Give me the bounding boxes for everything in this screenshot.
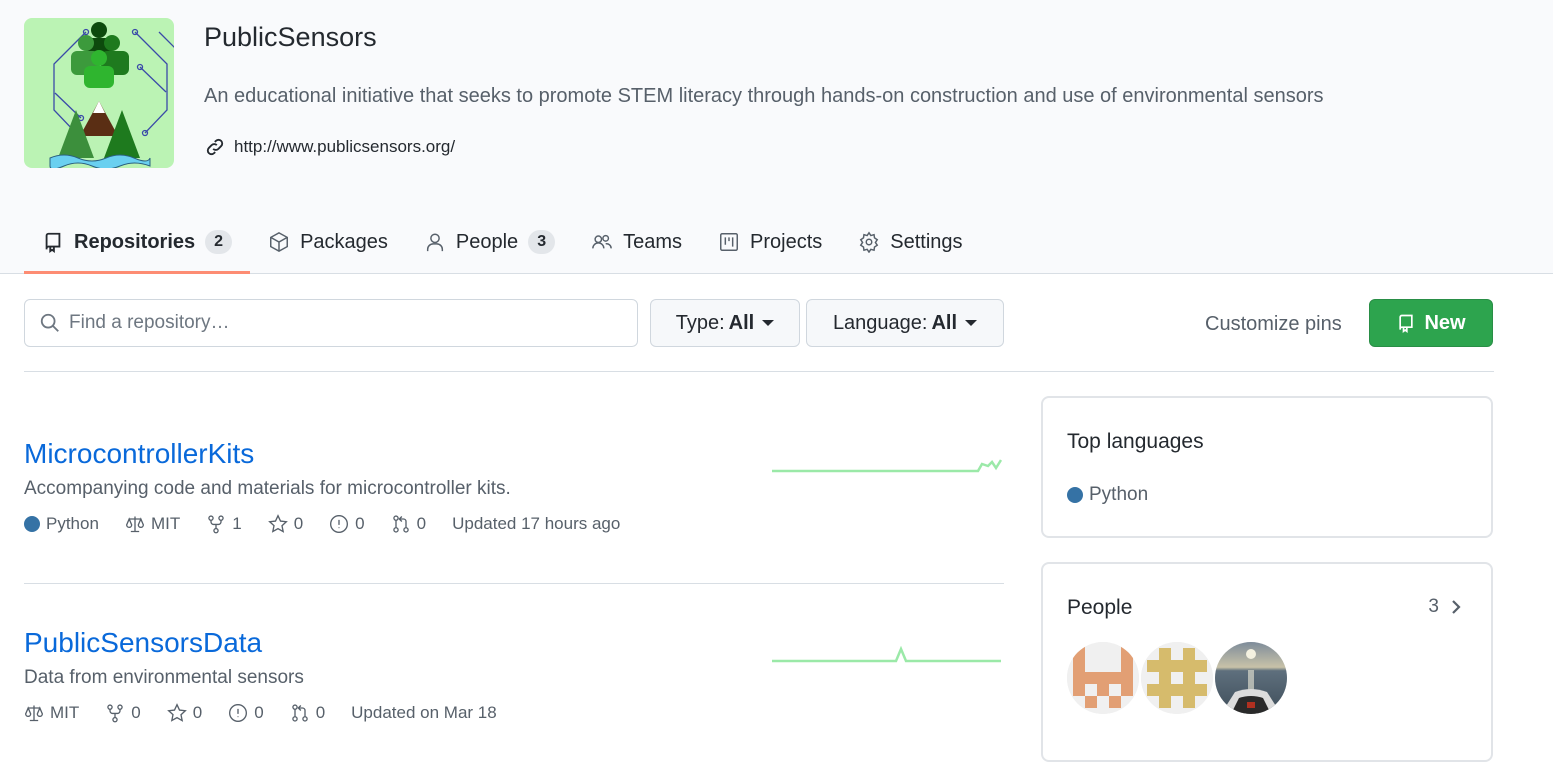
caret-down-icon (965, 320, 978, 326)
repo-icon (1399, 314, 1414, 333)
fork-icon (107, 704, 124, 723)
repo-license: MIT (125, 514, 180, 534)
repo-description: Data from environmental sensors (24, 667, 304, 688)
top-languages-title: Top languages (1067, 430, 1204, 453)
package-icon (270, 231, 289, 253)
new-label: New (1424, 311, 1466, 334)
tab-label: People (455, 230, 519, 253)
issue-icon (330, 515, 349, 533)
repo-pull-requests[interactable]: 0 (391, 514, 426, 534)
link-icon (206, 138, 224, 156)
repo-item: MicrocontrollerKits Accompanying code an… (24, 438, 620, 534)
language-color-dot (24, 516, 40, 532)
repo-item: PublicSensorsData Data from environmenta… (24, 627, 497, 723)
people-box: People 3 (1041, 562, 1493, 762)
org-tabs: Repositories 2 Packages People 3 Teams P… (24, 210, 981, 274)
caret-down-icon (762, 320, 775, 326)
repo-search[interactable] (24, 299, 638, 347)
org-description: An educational initiative that seeks to … (204, 85, 1324, 107)
pull-request-icon (291, 704, 308, 722)
repo-language: Python (24, 514, 99, 534)
sparkline-line (772, 645, 1001, 663)
org-name: PublicSensors (204, 22, 377, 52)
tab-packages[interactable]: Packages (250, 210, 406, 274)
repo-updated: Updated 17 hours ago (452, 514, 621, 533)
star-icon (267, 514, 288, 533)
tab-label: Packages (300, 230, 388, 253)
tab-repositories[interactable]: Repositories 2 (24, 210, 251, 274)
repo-description: Accompanying code and materials for micr… (24, 478, 511, 499)
pull-request-icon (392, 515, 409, 533)
type-value: All (728, 311, 755, 334)
tab-settings[interactable]: Settings (840, 210, 980, 274)
repo-updated: Updated on Mar 18 (351, 703, 497, 722)
repo-forks[interactable]: 0 (105, 703, 141, 723)
language-item[interactable]: Python (1067, 484, 1467, 506)
org-url[interactable]: http://www.publicsensors.org/ (204, 136, 455, 158)
people-count-link[interactable]: 3 (1428, 596, 1463, 618)
star-icon (166, 703, 187, 722)
sparkline-line (772, 459, 1002, 473)
people-count: 3 (1428, 596, 1439, 617)
divider (24, 371, 1494, 372)
type-label: Type: (675, 311, 725, 334)
tab-people[interactable]: People 3 (406, 210, 573, 274)
new-repo-button[interactable]: New (1369, 299, 1493, 347)
tab-label: Repositories (74, 230, 196, 253)
repo-stars[interactable]: 0 (267, 514, 303, 534)
activity-sparkline (772, 645, 1001, 663)
language-value: All (931, 311, 958, 334)
repo-issues[interactable]: 0 (329, 514, 365, 534)
search-input[interactable] (69, 312, 609, 334)
law-icon (24, 705, 44, 722)
people-count-badge: 3 (528, 230, 556, 254)
issue-icon (229, 704, 248, 722)
repo-issues[interactable]: 0 (228, 703, 264, 723)
repo-name-link[interactable]: MicrocontrollerKits (24, 438, 255, 469)
language-color-dot (1067, 487, 1083, 503)
search-icon (40, 313, 59, 332)
divider (24, 583, 1004, 584)
top-languages-box: Top languages Python (1041, 396, 1493, 538)
customize-pins-link[interactable]: Customize pins (1205, 313, 1342, 335)
type-filter-button[interactable]: Type: All (650, 299, 800, 347)
chevron-right-icon (1452, 600, 1461, 614)
people-icon (592, 234, 612, 249)
repo-name-link[interactable]: PublicSensorsData (24, 627, 263, 658)
avatar[interactable] (1141, 642, 1213, 714)
tab-label: Settings (890, 230, 963, 253)
language-name: Python (1089, 484, 1149, 505)
activity-sparkline (772, 459, 1002, 473)
project-icon (720, 233, 738, 251)
law-icon (125, 516, 144, 533)
org-url-link[interactable]: http://www.publicsensors.org/ (234, 137, 456, 156)
org-header: PublicSensors An educational initiative … (0, 0, 1553, 274)
tab-teams[interactable]: Teams (573, 210, 700, 274)
repo-license: MIT (24, 703, 79, 723)
gear-icon (859, 231, 879, 253)
repo-stars[interactable]: 0 (166, 703, 202, 723)
person-icon (426, 233, 443, 252)
avatar[interactable] (1067, 642, 1139, 714)
tab-label: Teams (623, 230, 682, 253)
tab-label: Projects (750, 230, 823, 253)
repo-icon (45, 232, 61, 253)
avatar[interactable] (1215, 642, 1287, 714)
org-logo (24, 18, 174, 168)
tab-projects[interactable]: Projects (700, 210, 840, 274)
language-filter-button[interactable]: Language: All (806, 299, 1004, 347)
language-label: Language: (832, 311, 928, 334)
repo-count-badge: 2 (205, 230, 233, 254)
fork-icon (208, 515, 224, 534)
repo-pull-requests[interactable]: 0 (290, 703, 325, 723)
people-title[interactable]: People (1067, 596, 1133, 619)
repo-forks[interactable]: 1 (206, 514, 242, 534)
